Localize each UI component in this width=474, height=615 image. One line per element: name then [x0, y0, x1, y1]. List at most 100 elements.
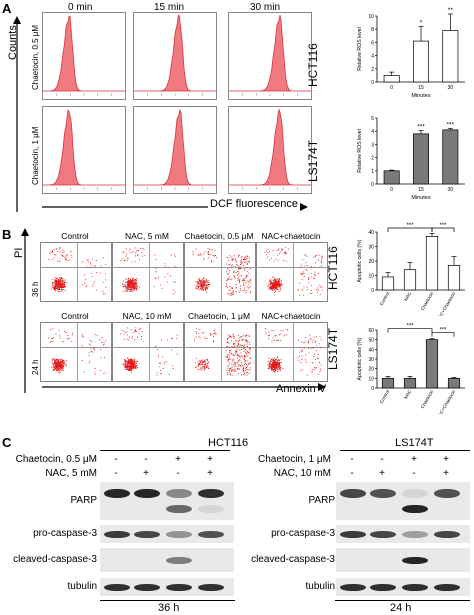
- y-tick-label: 4: [371, 54, 374, 60]
- blot-row-label: PARP: [308, 495, 336, 506]
- x-tick-label: NAC+Chaetocin: [435, 291, 456, 316]
- bar-Control: [381, 377, 395, 389]
- bar-chart-apoptosis-ls174t: 0 10 20 30 40 50 60 Apoptotic cells (%) Control N…: [357, 324, 465, 414]
- bar-30: [442, 30, 459, 83]
- significance-star: ***: [417, 124, 425, 131]
- y-axis-label: Apoptotic cells (%): [357, 239, 363, 282]
- y-tick-label: 10: [368, 376, 374, 382]
- blot-cell-label-hct116: HCT116: [208, 437, 249, 449]
- histogram-r0-c1: [133, 12, 217, 100]
- blot-row-label: tubulin: [305, 581, 335, 592]
- bar-chart-ros-hct116: 0 2 4 6 8 10 Relative ROS level 0 * 15 ** 30 Minutes: [357, 7, 465, 99]
- significance-bracket: [387, 328, 433, 333]
- blot-band: [104, 530, 130, 538]
- blot-time-label-hct116: 36 h: [158, 602, 180, 614]
- x-tick-label: Control: [379, 291, 391, 306]
- blot-band: [198, 489, 224, 498]
- blot-strip-cleaved-caspase-3: [336, 548, 470, 572]
- x-tick-label: 15: [418, 187, 424, 193]
- scatter-plot-r1-c0: [40, 322, 112, 382]
- x-tick-label: NAC+Chaetocin: [435, 389, 456, 414]
- treatment-sign: +: [207, 454, 213, 465]
- histogram-r1-c2: [228, 106, 312, 194]
- blot-cell-label-ls174t: LS174T: [395, 437, 434, 449]
- x-tick-label: Chaetocin: [420, 291, 435, 312]
- significance-bracket: [431, 332, 455, 337]
- blot-band: [370, 489, 396, 498]
- blot-row-label: tubulin: [67, 581, 97, 592]
- blot-band: [166, 489, 192, 498]
- blot-strip-PARP: [100, 482, 234, 520]
- cell-label-hct116-a: HCT116: [306, 43, 320, 87]
- bracket-star: ***: [439, 328, 447, 334]
- scatter-label-r0-c2: Chaetocin, 0.5 μM: [184, 231, 254, 241]
- y-tick-label: 2: [371, 156, 374, 162]
- blot-strip-tubulin: [336, 578, 470, 596]
- y-tick-label: 3: [371, 142, 374, 148]
- treatment-sign: +: [443, 454, 449, 465]
- blot-footer-line-ls174t: [335, 600, 470, 601]
- blot-band: [340, 583, 366, 591]
- x-tick-label: NAC: [403, 290, 413, 301]
- bracket-star: ***: [406, 324, 414, 330]
- timepoint-label-0: 0 min: [68, 2, 93, 13]
- panel-b-letter: B: [2, 227, 12, 242]
- treatment-label-chaetocin-hct116: Chaetocin, 0.5 μM: [15, 454, 97, 465]
- x-tick-label: Chaetocin: [420, 389, 435, 410]
- dcf-axis-label: DCF fluorescence: [208, 198, 301, 210]
- blot-row-label: pro-caspase-3: [33, 528, 97, 539]
- blot-header-line-hct116: [100, 450, 230, 451]
- significance-bracket: [431, 227, 455, 232]
- blot-band-cleaved: [166, 505, 192, 513]
- histogram-r1-c0: [42, 106, 126, 194]
- bar-Chaetocin: [425, 339, 439, 389]
- bar-15: [413, 133, 429, 185]
- significance-star: ***: [447, 121, 455, 128]
- scatter-plot-r0-c0: [40, 242, 112, 302]
- scatter-plot-r1-c1: [112, 322, 184, 382]
- treatment-sign: -: [144, 454, 148, 465]
- counts-axis-label: Counts: [7, 25, 19, 60]
- annexin-axis-arrow: [42, 383, 326, 391]
- y-tick-label: 4: [371, 129, 374, 135]
- y-tick-label: 10: [368, 14, 374, 20]
- y-tick-label: 8: [371, 27, 374, 33]
- treatment-label-nac-hct116: NAC, 5 mM: [45, 468, 97, 479]
- bar-0: [383, 75, 400, 83]
- x-tick-label: 0: [390, 85, 393, 91]
- pi-axis-label: PI: [13, 247, 25, 258]
- blot-band: [104, 489, 130, 498]
- bar-NAC: [403, 269, 417, 291]
- blot-strip-cleaved-caspase-3: [100, 548, 234, 572]
- y-tick-label: 6: [371, 40, 374, 46]
- treatment-sign: +: [443, 468, 449, 479]
- y-tick-label: 50: [368, 338, 374, 344]
- y-tick-label: 0: [371, 386, 374, 392]
- scatter-label-r0-c0: Control: [61, 231, 89, 241]
- y-tick-label: 5: [371, 116, 374, 122]
- blot-band: [402, 489, 428, 498]
- bar-0: [383, 170, 400, 185]
- treatment-label-nac-ls174t: NAC, 10 mM: [273, 468, 331, 479]
- bar-NAC: [403, 377, 417, 389]
- treatment-sign: +: [175, 454, 181, 465]
- x-tick-label: NAC: [403, 388, 413, 399]
- y-tick-label: 30: [368, 357, 374, 363]
- treatment-sign: -: [114, 454, 118, 465]
- blot-band: [340, 530, 366, 538]
- treatment-sign: -: [380, 454, 384, 465]
- y-tick-label: 0: [371, 182, 374, 188]
- blot-footer-line-hct116: [100, 600, 235, 601]
- bar-NAC+Chaetocin: [447, 264, 461, 291]
- treatment-sign: -: [350, 468, 354, 479]
- blot-band: [434, 530, 460, 538]
- y-tick-label: 2: [371, 67, 374, 73]
- blot-band: [370, 530, 396, 538]
- scatter-label-r0-c1: NAC, 5 mM: [125, 231, 169, 241]
- panel-a-letter: A: [2, 1, 12, 16]
- pi-axis-arrow: [21, 228, 29, 393]
- blot-band: [402, 530, 428, 538]
- scatter-label-r0-c3: NAC+chaetocin: [261, 231, 321, 241]
- x-tick-label: 15: [418, 85, 424, 91]
- blot-band: [434, 583, 460, 591]
